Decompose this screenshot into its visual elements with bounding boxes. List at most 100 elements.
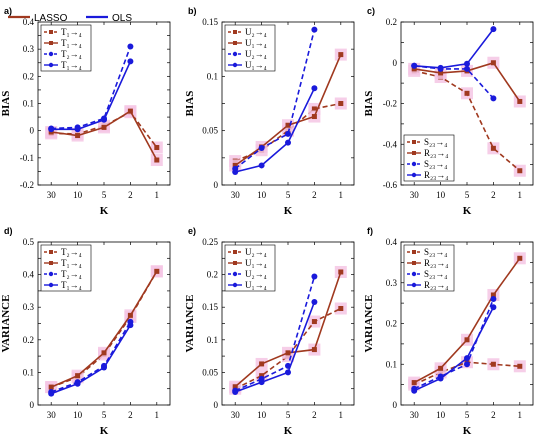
series-line — [50, 270, 158, 388]
data-point — [285, 350, 291, 356]
y-tick-label: 0 — [214, 400, 219, 410]
x-tick-label: 10 — [257, 190, 267, 200]
legend-label: R₂₃→₄ — [424, 148, 448, 158]
data-point — [490, 26, 497, 33]
y-tick-label: 0.2 — [386, 319, 397, 329]
data-point — [490, 304, 497, 311]
y-axis-label: VARIANCE — [0, 295, 12, 353]
legend-label: S₂₃→₄ — [424, 269, 447, 279]
series-4 — [411, 26, 497, 71]
legend-marker — [48, 51, 54, 57]
legend: U₂→₄U₁→₄U₂→₄U₁→₄ — [224, 24, 276, 72]
data-point — [232, 168, 239, 175]
x-axis-label: K — [463, 205, 472, 217]
x-tick-label: 30 — [47, 410, 57, 420]
data-point — [464, 337, 470, 343]
legend-label: U₂→₄ — [245, 269, 267, 279]
x-tick-label: 10 — [73, 410, 83, 420]
data-point — [490, 361, 496, 367]
data-point — [490, 60, 496, 66]
series-line — [413, 306, 495, 392]
y-tick-label: -0.4 — [383, 139, 398, 149]
y-tick-label: 0.2 — [23, 335, 34, 345]
legend-label: T₁→₄ — [61, 60, 82, 70]
x-tick-label: 10 — [257, 410, 267, 420]
legend-label: T₁→₄ — [61, 38, 82, 48]
data-point — [127, 58, 134, 65]
data-point — [232, 388, 239, 395]
y-tick-label: 0.3 — [23, 44, 35, 54]
legend-label: U₁→₄ — [245, 280, 267, 290]
panel-letter: c) — [367, 6, 375, 16]
data-point — [127, 312, 133, 318]
series-line — [234, 276, 316, 392]
y-tick-label: 0.3 — [23, 302, 35, 312]
data-point — [311, 319, 317, 325]
plot-frame — [37, 241, 171, 406]
data-point — [285, 369, 291, 376]
x-tick-label: 5 — [102, 190, 107, 200]
data-point — [154, 157, 160, 163]
legend-marker — [232, 271, 238, 277]
x-tick-label: 30 — [410, 410, 420, 420]
x-tick-label: 1 — [155, 410, 160, 420]
y-tick-label: 0.4 — [386, 237, 398, 247]
plot-frame — [37, 21, 171, 186]
data-point — [232, 384, 238, 390]
legend: T₂→₄T₁→₄T₂→₄T₁→₄ — [40, 244, 92, 292]
data-point — [258, 379, 265, 386]
x-tick-label: 2 — [312, 190, 317, 200]
legend-label: R₂₃→₄ — [424, 280, 448, 290]
data-point — [311, 106, 317, 112]
data-point — [101, 350, 107, 356]
series-line — [234, 29, 316, 170]
top-legend: LASSO OLS — [8, 13, 132, 24]
data-point — [127, 43, 134, 50]
y-tick-label: 0.4 — [23, 270, 35, 280]
data-point — [232, 162, 238, 168]
x-tick-label: 30 — [410, 190, 420, 200]
x-tick-label: 5 — [286, 190, 291, 200]
legend-label: R₂₃→₄ — [424, 170, 448, 180]
legend-label: T₂→₄ — [61, 49, 82, 59]
data-point — [517, 98, 523, 104]
data-point — [517, 168, 523, 174]
legend-marker — [411, 161, 417, 167]
x-tick-label: 2 — [491, 410, 496, 420]
x-tick-label: 2 — [128, 190, 133, 200]
series-line — [414, 28, 495, 69]
legend-marker — [412, 151, 416, 155]
legend: U₂→₄U₁→₄U₂→₄U₁→₄ — [224, 244, 276, 292]
series-line — [51, 46, 132, 130]
x-tick-label: 2 — [491, 190, 496, 200]
legend-label: U₂→₄ — [245, 27, 267, 37]
y-axis-label: BIAS — [0, 91, 12, 117]
legend-label: U₂→₄ — [245, 247, 267, 257]
series-3 — [411, 62, 497, 102]
data-point — [258, 145, 265, 152]
data-point — [311, 273, 318, 280]
panel-f: f)00.10.20.30.430 10 5 2 1KVARIANCES₂₃→₄R₂₃→… — [363, 226, 534, 437]
plot-frame — [221, 21, 355, 186]
y-tick-label: 0.2 — [23, 71, 34, 81]
y-tick-label: 0.2 — [207, 270, 218, 280]
x-tick-label: 10 — [436, 190, 446, 200]
data-point — [411, 387, 418, 394]
data-point — [311, 298, 318, 305]
data-point — [259, 373, 265, 379]
y-axis-label: VARIANCE — [184, 295, 196, 353]
legend-marker — [48, 282, 54, 288]
series-line — [234, 301, 316, 393]
panel-letter: d) — [4, 226, 13, 236]
y-axis-label: VARIANCE — [363, 295, 375, 353]
legend-marker — [49, 30, 53, 34]
x-axis-label: K — [284, 205, 293, 217]
legend-marker — [49, 250, 53, 254]
legend-marker — [48, 271, 54, 277]
y-tick-label: 0.05 — [202, 126, 218, 136]
legend-label: S₂₃→₄ — [424, 137, 447, 147]
series-line — [50, 321, 132, 393]
